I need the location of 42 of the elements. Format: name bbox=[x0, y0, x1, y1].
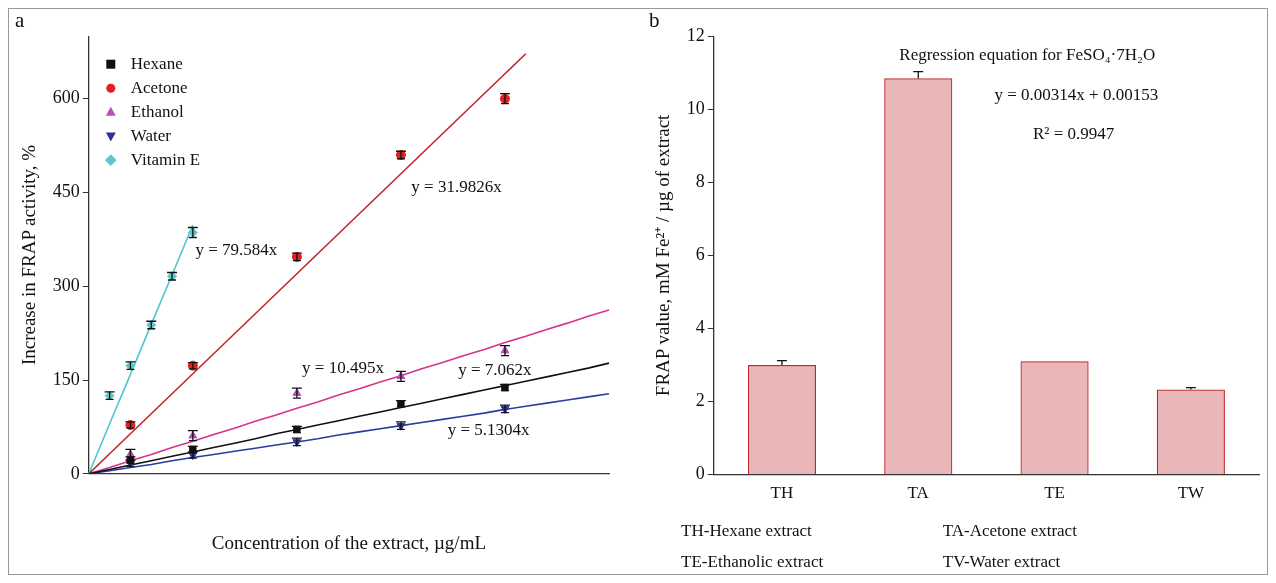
bar bbox=[747, 365, 817, 475]
annotation: y = 79.584x bbox=[195, 240, 278, 260]
annotation: R² = 0.9947 bbox=[1032, 124, 1115, 144]
legend-label: Water bbox=[130, 125, 172, 145]
y-tick-label: 0 bbox=[695, 463, 705, 484]
legend-label: Acetone bbox=[130, 77, 188, 97]
x-tick-label: TH bbox=[770, 483, 794, 503]
bar bbox=[1021, 362, 1088, 475]
text: TH-Hexane extract bbox=[681, 521, 813, 541]
annotation: y = 5.1304x bbox=[447, 419, 531, 439]
legend-label: Hexane bbox=[130, 53, 183, 73]
text: TV-Water extract bbox=[942, 551, 1061, 571]
legend-label: Vitamin E bbox=[130, 149, 201, 169]
y-tick-label: 150 bbox=[52, 368, 80, 389]
text: TA-Acetone extract bbox=[942, 521, 1078, 541]
x-axis-title: Concentration of the extract, µg/mL bbox=[211, 531, 487, 553]
annotation: y = 10.495x bbox=[302, 358, 385, 378]
y-tick-label: 12 bbox=[686, 24, 705, 45]
x-tick-label: TW bbox=[1177, 483, 1206, 503]
y-tick-label: 8 bbox=[695, 171, 705, 192]
chart-title: b bbox=[649, 8, 660, 33]
chart-title: a bbox=[15, 8, 25, 33]
y-axis-title: Increase in FRAP activity, % bbox=[18, 144, 40, 366]
y-tick-label: 6 bbox=[695, 244, 705, 265]
bar bbox=[885, 79, 952, 475]
y-tick-label: 300 bbox=[52, 274, 80, 295]
annotation: Regression equation for FeSO₄·7H₂O bbox=[899, 45, 1156, 65]
annotation: y = 0.00314x + 0.00153 bbox=[994, 84, 1159, 104]
y-tick-label: 10 bbox=[686, 98, 705, 118]
annotation: y = 31.9826x bbox=[411, 176, 503, 196]
text: TE-Ethanolic extract bbox=[681, 551, 824, 571]
x-tick-label: TA bbox=[907, 483, 930, 503]
y-tick-label: 4 bbox=[695, 317, 705, 338]
y-tick-label: 2 bbox=[695, 390, 705, 411]
bar bbox=[1156, 389, 1225, 475]
annotation: y = 7.062x bbox=[458, 360, 532, 380]
y-tick-label: 450 bbox=[52, 181, 80, 202]
y-axis-title: FRAP value, mM Fe²⁺ / µg of extract bbox=[652, 113, 674, 397]
x-tick-label: TE bbox=[1044, 483, 1065, 503]
y-tick-label: 600 bbox=[52, 87, 80, 108]
y-tick-label: 0 bbox=[70, 462, 80, 483]
legend-label: Ethanol bbox=[130, 101, 184, 121]
